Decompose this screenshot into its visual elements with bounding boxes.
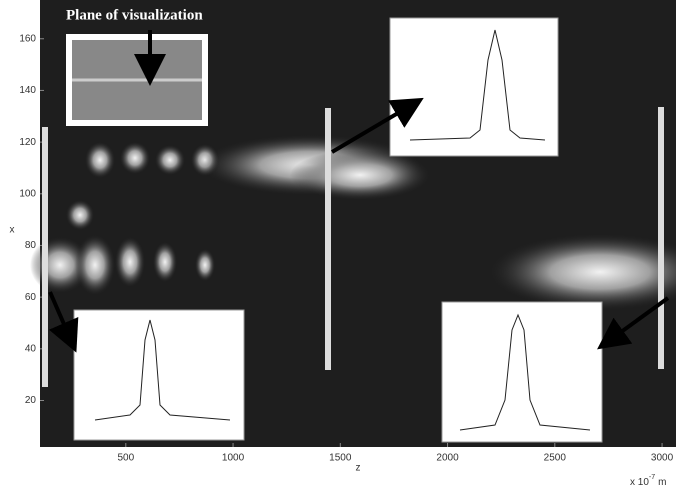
x-tick-label: 1500 [329,453,352,464]
y-tick-label: 40 [25,343,37,354]
y-tick-label: 20 [25,395,37,406]
y-tick-label: 140 [19,85,36,96]
x-axis-label: z [356,463,361,474]
y-axis-label: x [10,225,15,236]
x-tick-label: 3000 [651,453,674,464]
y-tick-label: 100 [19,188,36,199]
y-tick-label: 60 [25,292,37,303]
y-tick-label: 80 [25,240,37,251]
y-tick-label: 160 [19,33,36,44]
x-unit-suffix: m [658,477,666,488]
x-tick-label: 2500 [544,453,567,464]
profile-curves [94,29,591,431]
x-tick-label: 2000 [436,453,459,464]
x-unit: x 10-7 m [630,474,666,488]
y-tick-label: 120 [19,137,36,148]
plane-markers [42,107,664,387]
x-tick-label: 500 [117,453,134,464]
x-tick-label: 1000 [222,453,245,464]
x-unit-prefix: x 10 [630,477,649,488]
arrows [48,30,670,353]
inset-plane [66,34,208,126]
x-unit-exponent: -7 [649,474,655,481]
annotation: Plane of visualization [66,7,203,23]
